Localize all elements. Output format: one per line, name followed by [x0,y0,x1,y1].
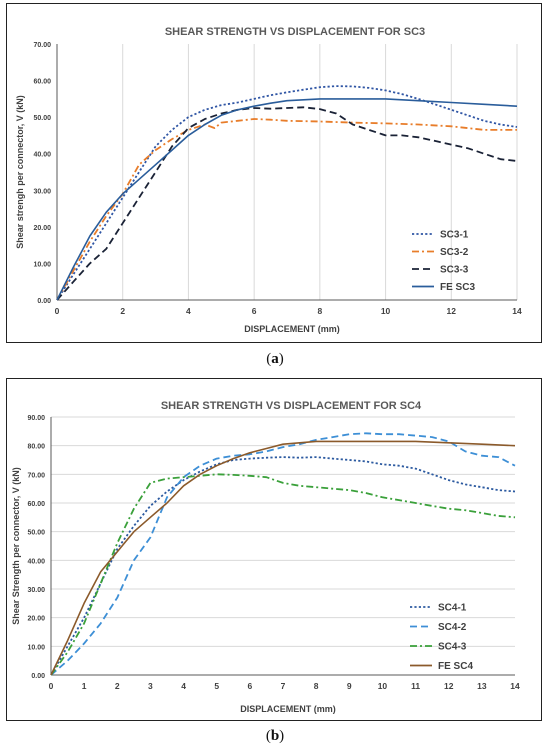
x-tick-label: 11 [411,681,420,691]
chart-panel-b: SHEAR STRENGTH VS DISPLACEMENT FOR SC4 0 1… [6,378,542,721]
series-line-sc3-3 [56,106,518,301]
y-tick-label: 40.00 [27,558,45,565]
y-tick-label: 0.00 [37,298,51,305]
chart-b: SHEAR STRENGTH VS DISPLACEMENT FOR SC4 0 1… [11,400,520,714]
legend-label: FE SC3 [440,282,475,293]
x-tick-label: 14 [512,306,522,316]
x-tick-label: 8 [314,681,319,691]
chart-title: SHEAR STRENGTH VS DISPLACEMENT FOR SC3 [165,26,425,38]
chart-panel-a: SHEAR STRENGTH VS DISPLACEMENT FOR SC3 0 2… [6,3,542,343]
x-tick-label: 2 [115,681,120,691]
caption-b: (b) [0,728,550,745]
x-tick-label: 7 [281,681,286,691]
y-tick-label: 50.00 [27,530,45,537]
series-line-sc4-2 [50,432,516,676]
x-tick-label: 6 [247,681,252,691]
series-line-sc3-2 [56,118,517,301]
y-tick-label: 40.00 [33,152,51,159]
gridlines [122,44,518,300]
y-tick-label: 20.00 [33,225,51,232]
caption-a-open: ( [266,351,272,367]
x-tick-label: 1 [82,681,87,691]
y-tick-label: 10.00 [33,261,51,268]
y-tick-label: 20.00 [27,616,45,623]
y-axis-label: Shear Strength per connector, V (kN) [11,467,21,625]
x-tick-label: 6 [252,306,257,316]
x-tick-label: 14 [510,681,520,691]
chart-a: SHEAR STRENGTH VS DISPLACEMENT FOR SC3 0 2… [15,26,522,334]
chart-title: SHEAR STRENGTH VS DISPLACEMENT FOR SC4 [161,400,422,412]
series-line-sc3-1 [56,85,518,301]
x-tick-label: 10 [381,306,391,316]
y-tick-label: 70.00 [33,42,51,49]
legend-label: SC4-1 [438,603,467,614]
legend-label: SC3-3 [440,265,469,276]
caption-a: (a) [0,351,550,368]
y-tick-label: 30.00 [33,188,51,195]
x-tick-label: 4 [186,306,191,316]
caption-a-letter: a [271,351,279,367]
y-tick-label: 90.00 [27,415,45,422]
y-tick-label: 30.00 [27,587,45,594]
x-axis-label: DISPLACEMENT (mm) [240,704,336,714]
x-tick-label: 3 [148,681,153,691]
caption-b-close: ) [279,728,285,744]
x-tick-label: 8 [317,306,322,316]
y-tick-label: 70.00 [27,472,45,479]
x-tick-label: 2 [120,306,125,316]
x-axis-label: DISPLACEMENT (mm) [244,324,340,334]
legend-label: SC3-1 [440,230,469,241]
series-line-fe-sc4 [50,440,516,676]
y-tick-label: 80.00 [27,444,45,451]
y-tick-label: 0.00 [31,673,45,680]
x-tick-label: 13 [477,681,487,691]
x-tick-label: 0 [55,306,60,316]
y-tick-label: 60.00 [33,79,51,86]
y-axis-label: Shear strengh per connector, V (kN) [15,95,25,249]
legend-label: SC3-2 [440,247,469,258]
legend-label: SC4-3 [438,642,467,653]
series-line-fe-sc3 [56,98,518,301]
x-tick-label: 5 [214,681,219,691]
caption-b-open: ( [265,728,271,744]
caption-a-close: ) [278,351,284,367]
x-tick-label: 10 [378,681,388,691]
legend: SC3-1 SC3-2 SC3-3 FE SC3 [412,230,475,293]
x-tick-label: 12 [444,681,454,691]
y-tick-label: 60.00 [27,501,45,508]
legend-label: SC4-2 [438,622,467,633]
y-tick-label: 50.00 [33,115,51,122]
gridlines [51,416,515,647]
series-line-sc4-3 [50,473,516,676]
series-line-sc4-1 [50,456,516,676]
caption-b-letter: b [270,728,280,744]
x-tick-label: 9 [347,681,352,691]
legend: SC4-1 SC4-2 SC4-3 FE SC4 [410,603,473,672]
legend-label: FE SC4 [438,661,473,672]
x-tick-label: 12 [447,306,457,316]
x-tick-label: 0 [49,681,54,691]
y-tick-label: 10.00 [27,644,45,651]
x-tick-label: 4 [181,681,186,691]
